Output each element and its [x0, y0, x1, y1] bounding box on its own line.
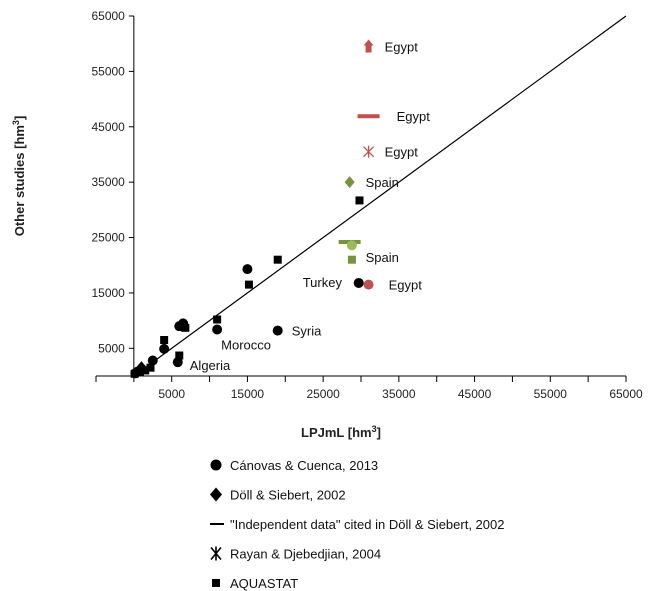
highlighted-point	[363, 145, 375, 158]
y-tick-label: 45000	[91, 120, 125, 134]
x-axis-title-superscript: 3	[372, 424, 377, 434]
y-tick-label: 15000	[91, 286, 125, 300]
point-annotation: Egypt	[385, 39, 419, 54]
x-tick-label: 55000	[534, 387, 568, 401]
data-point	[172, 357, 183, 368]
y-tick-label: 5000	[98, 341, 125, 355]
legend-marker	[210, 487, 222, 502]
reference-line	[133, 15, 627, 377]
highlighted-point	[344, 176, 355, 189]
legend-marker	[210, 523, 224, 525]
data-point	[272, 325, 283, 336]
y-axis-title-superscript: 3	[11, 120, 21, 125]
legend-entry-label: Rayan & Djebedjian, 2004	[230, 547, 381, 562]
highlighted-point	[363, 39, 374, 53]
highlighted-point	[347, 255, 356, 264]
highlighted-point	[346, 240, 357, 251]
annotations-layer: Egypt Egypt Egypt Spain Spain Turkey Egypt Syri…	[190, 39, 430, 373]
x-tick-label: 5000	[158, 387, 185, 401]
point-annotation: Syria	[292, 324, 322, 339]
data-point	[146, 363, 155, 372]
point-annotation: Turkey	[303, 275, 343, 290]
legend-marker	[212, 579, 220, 587]
axes-layer: 5000 15000 25000 35000 45000 55000 65000 5000 15…	[11, 9, 643, 440]
data-point	[244, 280, 253, 289]
data-point	[213, 315, 222, 324]
data-point	[175, 351, 184, 360]
point-annotation: Spain	[366, 250, 399, 265]
data-point	[147, 355, 158, 366]
data-point	[160, 336, 169, 344]
data-point	[355, 196, 364, 205]
point-annotation: Egypt	[389, 278, 423, 293]
y-axis-title-bracket: ]	[12, 116, 27, 120]
legend-marker	[210, 546, 222, 561]
x-tick-label: 65000	[609, 387, 643, 401]
data-point	[242, 264, 253, 275]
point-annotation: Egypt	[385, 145, 419, 160]
data-point	[141, 366, 150, 375]
data-point	[212, 324, 223, 335]
points-layer	[130, 39, 380, 379]
y-tick-label: 65000	[91, 9, 125, 23]
y-tick-label: 55000	[91, 64, 125, 78]
y-tick-label: 35000	[91, 175, 125, 189]
point-annotation: Morocco	[221, 337, 271, 352]
data-point	[353, 277, 364, 288]
legend-marker	[210, 459, 222, 471]
point-annotation: Algeria	[190, 358, 231, 373]
x-tick-label: 25000	[306, 387, 340, 401]
legend-entry-label: "Independent data" cited in Döll & Siebe…	[230, 517, 504, 532]
y-axis-title: Other studies [hm3]	[11, 116, 27, 237]
point-annotation: Spain	[366, 175, 399, 190]
highlighted-point	[363, 279, 374, 290]
legend-entry-label: Döll & Siebert, 2002	[230, 488, 346, 503]
legend-entry-label: Cánovas & Cuenca, 2013	[230, 458, 378, 473]
point-annotation: Egypt	[397, 109, 431, 124]
highlighted-point	[357, 114, 380, 119]
reference-line-layer	[133, 15, 627, 377]
data-point	[181, 323, 190, 332]
x-tick-label: 15000	[231, 387, 265, 401]
data-point	[135, 368, 144, 377]
y-tick-label: 25000	[91, 231, 125, 245]
legend: Cánovas & Cuenca, 2013 Döll & Siebert, 20…	[210, 458, 504, 591]
x-axis-title: LPJmL [hm3]	[301, 424, 381, 440]
data-point	[273, 255, 282, 264]
data-point	[130, 369, 139, 378]
x-tick-label: 35000	[382, 387, 416, 401]
x-axis-title-bracket: ]	[377, 425, 381, 440]
x-tick-label: 45000	[458, 387, 492, 401]
legend-entry-label: AQUASTAT	[230, 576, 298, 591]
data-point	[159, 343, 170, 354]
